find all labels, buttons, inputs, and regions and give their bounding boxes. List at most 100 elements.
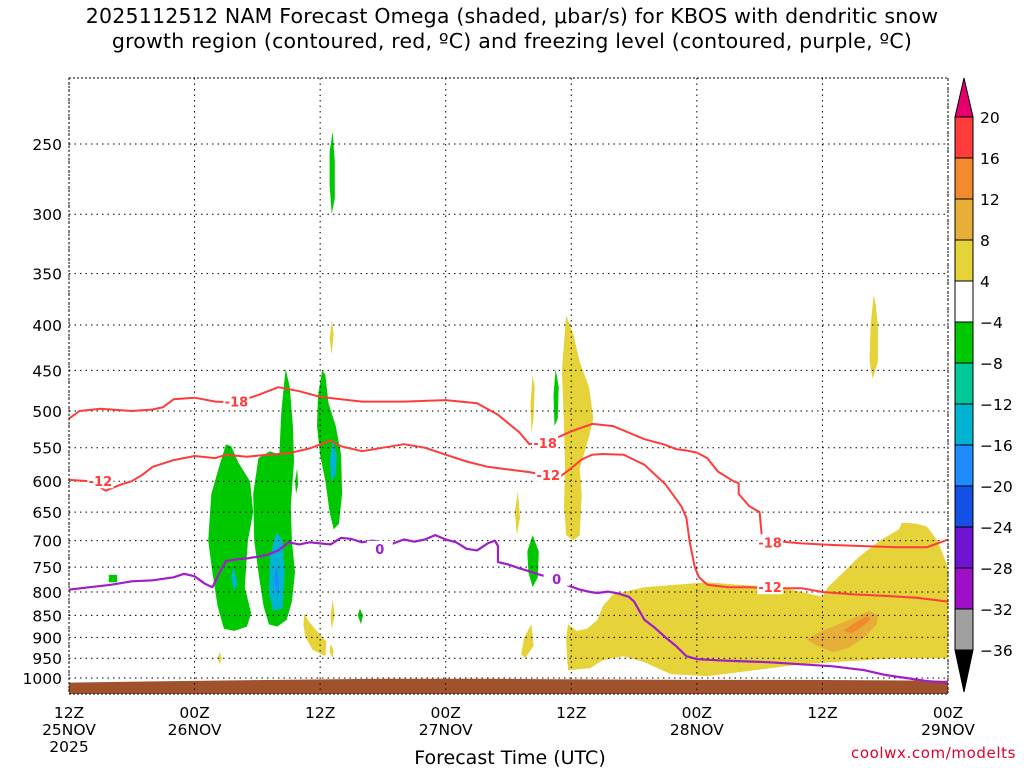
colorbar-label-4: 4 [980, 273, 990, 291]
x-tick-24-line1: 12Z [305, 704, 335, 722]
dendritic-label--12: -12 [537, 469, 561, 484]
colorbar-swatch-3 [954, 239, 974, 282]
colorbar-label-11: −28 [980, 560, 1013, 578]
omega-region-yellow-speck-26nov-a [303, 613, 327, 657]
x-tick-12-line2: 26NOV [168, 721, 222, 739]
chart-title-line2: growth region (contoured, red, ºC) and f… [111, 29, 913, 53]
x-tick-72-line1: 12Z [807, 704, 837, 722]
dendritic-label-bg [532, 434, 559, 450]
x-tick-12-line1: 00Z [179, 704, 209, 722]
y-tick-850: 850 [32, 607, 62, 625]
dendritic-label-bg [87, 473, 114, 489]
x-tick-84-line2: 29NOV [921, 721, 975, 739]
y-tick-800: 800 [32, 584, 62, 602]
omega-region-green-streak-27nov [553, 368, 559, 427]
y-tick-350: 350 [32, 266, 62, 284]
y-tick-900: 900 [32, 629, 62, 647]
chart-title: 2025112512 NAM Forecast Omega (shaded, μ… [0, 4, 1024, 54]
omega-region-upper-green-streak [329, 131, 335, 215]
colorbar-swatch-1 [954, 157, 974, 200]
colorbar-top-cap [954, 77, 974, 118]
x-tick-84-line1: 00Z [933, 704, 963, 722]
omega-region-yellow-speck-27nov [521, 624, 534, 659]
y-tick-400: 400 [32, 317, 62, 335]
plot-frame [68, 77, 949, 695]
credit-text: coolwx.com/modelts [851, 744, 1016, 762]
y-tick-450: 450 [32, 362, 62, 380]
omega-region-green-blob-26nov-a [208, 444, 254, 631]
colorbar-label-2: 12 [980, 191, 1000, 209]
dendritic-contour--18 [68, 386, 949, 549]
omega-region-green-speck-b [108, 574, 118, 583]
colorbar-swatch-8 [954, 444, 974, 487]
y-tick-950: 950 [32, 650, 62, 668]
x-tick-36-line1: 00Z [431, 704, 461, 722]
terrain-surface [69, 678, 948, 694]
omega-region-yellow-streak-27nov-b [514, 490, 520, 536]
colorbar-swatch-10 [954, 526, 974, 569]
y-tick-300: 300 [32, 206, 62, 224]
colorbar: 20 16 12 8 4 −4 −8 −12 −16 −20 −24 −28 −32 −36 [954, 77, 1013, 693]
colorbar-label-12: −32 [980, 601, 1013, 619]
y-tick-550: 550 [32, 440, 62, 458]
x-tick-60-line1: 00Z [682, 704, 712, 722]
y-tick-500: 500 [32, 403, 62, 421]
contour-layer: -18 -18 -18 -12 -12 -12 0 0 [68, 386, 949, 684]
x-tick-0-line1: 12Z [54, 704, 84, 722]
dendritic-label--12: -12 [758, 581, 782, 596]
omega-region-yellow-speck-28nov-top [869, 295, 878, 379]
dendritic-label-bg [757, 534, 784, 550]
colorbar-label-0: 20 [980, 109, 1000, 127]
colorbar-label-6: −8 [980, 355, 1003, 373]
dendritic-label-bg [535, 466, 562, 482]
x-tick-60-line2: 28NOV [670, 721, 724, 739]
freezing-label-bg [366, 540, 393, 556]
colorbar-label-3: 8 [980, 232, 990, 250]
colorbar-swatch-11 [954, 567, 974, 610]
colorbar-label-7: −12 [980, 396, 1013, 414]
omega-shading-layer [108, 131, 948, 677]
x-tick-0-line2: 25NOV [42, 721, 96, 739]
y-tick-250: 250 [32, 136, 62, 154]
y-axis: 250 300 350 400 450 500 550 600 650 700 750 800 850 9… [23, 136, 62, 688]
colorbar-swatch-6 [954, 362, 974, 405]
omega-region-yellow-column-27nov [561, 315, 594, 541]
x-tick-36-line2: 27NOV [419, 721, 473, 739]
omega-region-blue-core-26nov-b [274, 564, 280, 597]
colorbar-swatch-12 [954, 608, 974, 651]
colorbar-label-13: −36 [980, 642, 1013, 660]
colorbar-swatch-4 [954, 280, 974, 323]
x-tick-48-line1: 12Z [556, 704, 586, 722]
colorbar-label-10: −24 [980, 519, 1013, 537]
omega-region-green-speck-a [295, 468, 299, 494]
omega-region-green-speck-c [357, 608, 363, 625]
y-tick-700: 700 [32, 533, 62, 551]
dendritic-label--18: -18 [758, 536, 782, 551]
grid-layer [68, 78, 949, 694]
x-tick-0-line3: 2025 [49, 738, 88, 756]
colorbar-label-9: −20 [980, 478, 1013, 496]
colorbar-swatch-9 [954, 485, 974, 528]
colorbar-swatch-2 [954, 198, 974, 241]
chart-title-line1: 2025112512 NAM Forecast Omega (shaded, μ… [85, 4, 939, 28]
omega-region-upper-yellow-sliver [329, 320, 334, 355]
omega-region-green-blob-26nov-b [253, 368, 295, 627]
omega-region-green-blob-27nov [527, 535, 539, 588]
dendritic-label--18: -18 [533, 437, 557, 452]
colorbar-label-1: 16 [980, 150, 1000, 168]
omega-region-blue-core-26nov-a [231, 567, 238, 592]
omega-region-yellow-large-28nov [566, 522, 948, 677]
colorbar-swatch-5 [954, 321, 974, 364]
y-tick-750: 750 [32, 559, 62, 577]
omega-region-green-blob-26nov-c [317, 370, 343, 530]
colorbar-label-5: −4 [980, 314, 1003, 332]
colorbar-swatch-0 [954, 116, 974, 159]
terrain-layer [69, 678, 948, 694]
colorbar-swatch-7 [954, 403, 974, 446]
omega-region-orange-inner-28nov [843, 616, 871, 634]
x-axis-title: Forecast Time (UTC) [414, 747, 605, 768]
dendritic-label--18: -18 [225, 396, 249, 411]
omega-region-yellow-speck-26nov-c [329, 643, 334, 659]
